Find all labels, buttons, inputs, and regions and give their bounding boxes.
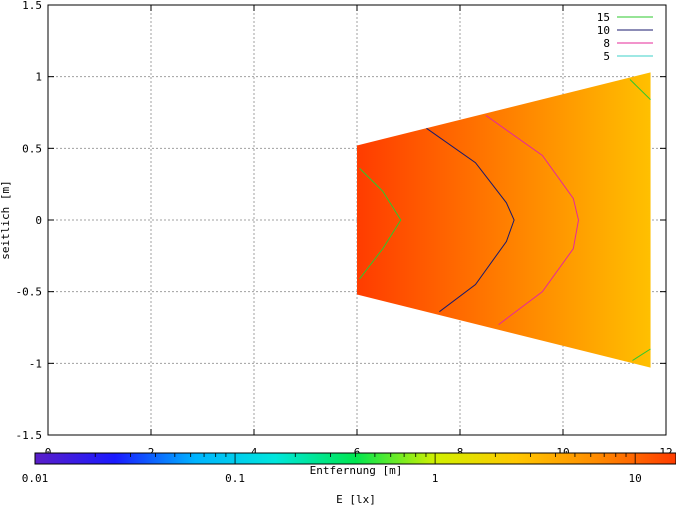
y-tick-label: 1.5 [22, 0, 42, 12]
illuminance-field [357, 72, 651, 368]
colorbar-gradient [35, 453, 676, 464]
y-tick-label: 0 [35, 214, 42, 227]
y-tick-label: 0.5 [22, 142, 42, 155]
legend-label: 10 [597, 24, 610, 37]
contour-lines [359, 79, 651, 361]
y-tick-label: -0.5 [16, 286, 43, 299]
contour-line-15 [632, 348, 651, 361]
colorbar: 0.01 0.1 1 10 [22, 452, 676, 485]
colorbar-tick-label: 0.01 [22, 472, 49, 485]
colorbar-tick-label: 0.1 [225, 472, 245, 485]
legend-label: 8 [603, 37, 610, 50]
y-tick-label: -1 [29, 357, 42, 370]
colorbar-tick-label: 10 [629, 472, 642, 485]
contour-line-15 [359, 168, 402, 280]
contour-line-8 [485, 114, 580, 325]
y-tick-label: 1 [35, 71, 42, 84]
y-axis-title: seitlich [m] [0, 180, 12, 259]
legend-label: 15 [597, 11, 610, 24]
legend-label: 5 [603, 50, 610, 63]
contour-line-10 [426, 127, 515, 313]
contour-line-15 [629, 79, 651, 100]
x-axis-title: Entfernung [m] [310, 464, 403, 477]
colorbar-ticks: 0.01 0.1 1 10 [22, 452, 676, 485]
y-tick-label: -1.5 [16, 429, 43, 442]
colorbar-title: E [lx] [336, 493, 376, 505]
colorbar-border [34, 452, 676, 465]
y-axis-ticks: 1.5 1 0.5 0 -0.5 -1 -1.5 [16, 0, 666, 442]
colorbar-tick-label: 1 [432, 472, 439, 485]
